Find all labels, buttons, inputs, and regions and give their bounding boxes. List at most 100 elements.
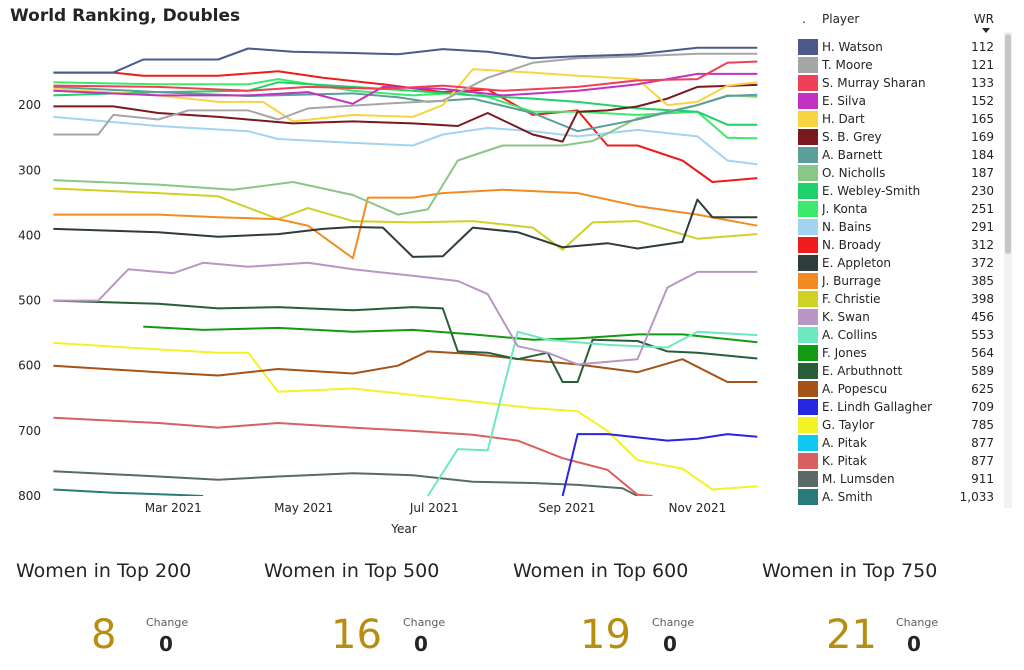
- legend-row[interactable]: E. Arbuthnott 589: [798, 362, 998, 380]
- legend-wr-value: 121: [971, 58, 994, 72]
- legend-wr-value: 709: [971, 400, 994, 414]
- series-lines: [53, 46, 758, 497]
- legend-row[interactable]: S. Murray Sharan 133: [798, 74, 998, 92]
- legend-swatch: [798, 111, 818, 127]
- legend-color-header: .: [802, 12, 806, 26]
- chart-title: World Ranking, Doubles: [10, 6, 241, 26]
- legend-swatch: [798, 471, 818, 487]
- legend-wr-value: 112: [971, 40, 994, 54]
- legend-player-name: A. Collins: [822, 328, 878, 342]
- y-tick-label: 800: [18, 489, 41, 503]
- y-tick-label: 700: [18, 424, 41, 438]
- legend-row[interactable]: A. Collins 553: [798, 326, 998, 344]
- x-axis-title: Year: [390, 522, 416, 536]
- legend-row[interactable]: H. Dart 165: [798, 110, 998, 128]
- series-line-f-jones[interactable]: [143, 325, 758, 344]
- legend-player-name: N. Bains: [822, 220, 872, 234]
- card-value: 21: [826, 612, 877, 658]
- legend-scrollbar[interactable]: [1004, 32, 1012, 508]
- legend-row[interactable]: K. Swan 456: [798, 308, 998, 326]
- y-tick-label: 200: [18, 98, 41, 112]
- series-line-h-watson[interactable]: [53, 46, 758, 74]
- card-value: 19: [580, 612, 631, 658]
- legend-player-name: E. Silva: [822, 94, 866, 108]
- series-line-k-pitak[interactable]: [53, 416, 653, 496]
- legend-row[interactable]: N. Bains 291: [798, 218, 998, 236]
- legend-swatch: [798, 201, 818, 217]
- legend-row[interactable]: A. Barnett 184: [798, 146, 998, 164]
- legend-wr-value: 877: [971, 454, 994, 468]
- legend-player-name: F. Christie: [822, 292, 881, 306]
- legend-wr-value: 312: [971, 238, 994, 252]
- legend-wr-value: 187: [971, 166, 994, 180]
- legend-wr-value: 553: [971, 328, 994, 342]
- legend-row[interactable]: K. Pitak 877: [798, 452, 998, 470]
- legend-row[interactable]: J. Konta 251: [798, 200, 998, 218]
- legend-row[interactable]: O. Nicholls 187: [798, 164, 998, 182]
- legend-row[interactable]: M. Lumsden 911: [798, 470, 998, 488]
- legend-player-header[interactable]: Player: [822, 12, 860, 26]
- legend-swatch: [798, 363, 818, 379]
- legend-row[interactable]: G. Taylor 785: [798, 416, 998, 434]
- series-line-e-appleton[interactable]: [53, 198, 758, 258]
- y-tick-label: 300: [18, 163, 41, 177]
- series-line-j-burrage[interactable]: [53, 188, 758, 260]
- legend-row[interactable]: H. Watson 112: [798, 38, 998, 56]
- legend-row[interactable]: E. Lindh Gallagher 709: [798, 398, 998, 416]
- legend-player-name: F. Jones: [822, 346, 867, 360]
- legend-swatch: [798, 255, 818, 271]
- card-title: Women in Top 750: [762, 560, 938, 582]
- legend-player-name: J. Konta: [822, 202, 868, 216]
- series-line-k-swan[interactable]: [53, 261, 758, 366]
- legend-swatch: [798, 417, 818, 433]
- y-tick-label: 400: [18, 228, 41, 242]
- series-line-s-b-grey[interactable]: [53, 83, 758, 143]
- card-top-200: Women in Top 200 8 Change 0: [16, 560, 256, 660]
- legend-row[interactable]: E. Webley-Smith 230: [798, 182, 998, 200]
- series-line-a-collins[interactable]: [426, 330, 758, 496]
- legend-swatch: [798, 345, 818, 361]
- card-top-600: Women in Top 600 19 Change 0: [513, 560, 753, 660]
- legend-row[interactable]: F. Jones 564: [798, 344, 998, 362]
- legend-row[interactable]: J. Burrage 385: [798, 272, 998, 290]
- series-line-a-popescu[interactable]: [53, 350, 758, 383]
- legend-row[interactable]: N. Broady 312: [798, 236, 998, 254]
- legend-player-name: J. Burrage: [822, 274, 882, 288]
- series-line-m-lumsden[interactable]: [53, 470, 638, 496]
- legend-swatch: [798, 327, 818, 343]
- legend-row[interactable]: F. Christie 398: [798, 290, 998, 308]
- legend-row[interactable]: E. Silva 152: [798, 92, 998, 110]
- series-line-e-lindh-gallagher[interactable]: [561, 433, 758, 496]
- legend-row[interactable]: E. Appleton 372: [798, 254, 998, 272]
- series-line-f-christie[interactable]: [53, 187, 758, 251]
- scrollbar-thumb[interactable]: [1005, 34, 1011, 254]
- card-change-value: 0: [907, 632, 921, 656]
- legend-wr-value: 133: [971, 76, 994, 90]
- legend-row[interactable]: S. B. Grey 169: [798, 128, 998, 146]
- series-line-t-moore[interactable]: [53, 52, 758, 136]
- card-title: Women in Top 600: [513, 560, 689, 582]
- legend-row[interactable]: A. Smith 1,033: [798, 488, 998, 506]
- series-line-n-bains[interactable]: [53, 115, 758, 166]
- legend-player-name: H. Watson: [822, 40, 883, 54]
- legend-player-name: E. Appleton: [822, 256, 892, 270]
- legend-row[interactable]: A. Popescu 625: [798, 380, 998, 398]
- legend-wr-header[interactable]: WR: [973, 12, 994, 26]
- legend-swatch: [798, 237, 818, 253]
- legend-wr-value: 372: [971, 256, 994, 270]
- legend-wr-value: 911: [971, 472, 994, 486]
- legend-swatch: [798, 183, 818, 199]
- line-chart: 200 300 400 500 600 700 800 Mar 2021 May 2021 Ju…: [18, 46, 758, 536]
- series-line-e-arbuthnott[interactable]: [53, 299, 758, 383]
- card-value: 8: [91, 612, 117, 658]
- series-line-g-taylor[interactable]: [53, 341, 758, 491]
- legend-row[interactable]: T. Moore 121: [798, 56, 998, 74]
- x-axis: Mar 2021 May 2021 Jul 2021 Sep 2021 Nov 2021: [145, 501, 727, 515]
- legend-swatch: [798, 381, 818, 397]
- legend-wr-value: 589: [971, 364, 994, 378]
- legend-row[interactable]: A. Pitak 877: [798, 434, 998, 452]
- legend-swatch: [798, 147, 818, 163]
- legend-player-name: S. B. Grey: [822, 130, 882, 144]
- series-line-s-murray-sharan[interactable]: [53, 60, 758, 92]
- series-line-a-smith[interactable]: [53, 488, 204, 497]
